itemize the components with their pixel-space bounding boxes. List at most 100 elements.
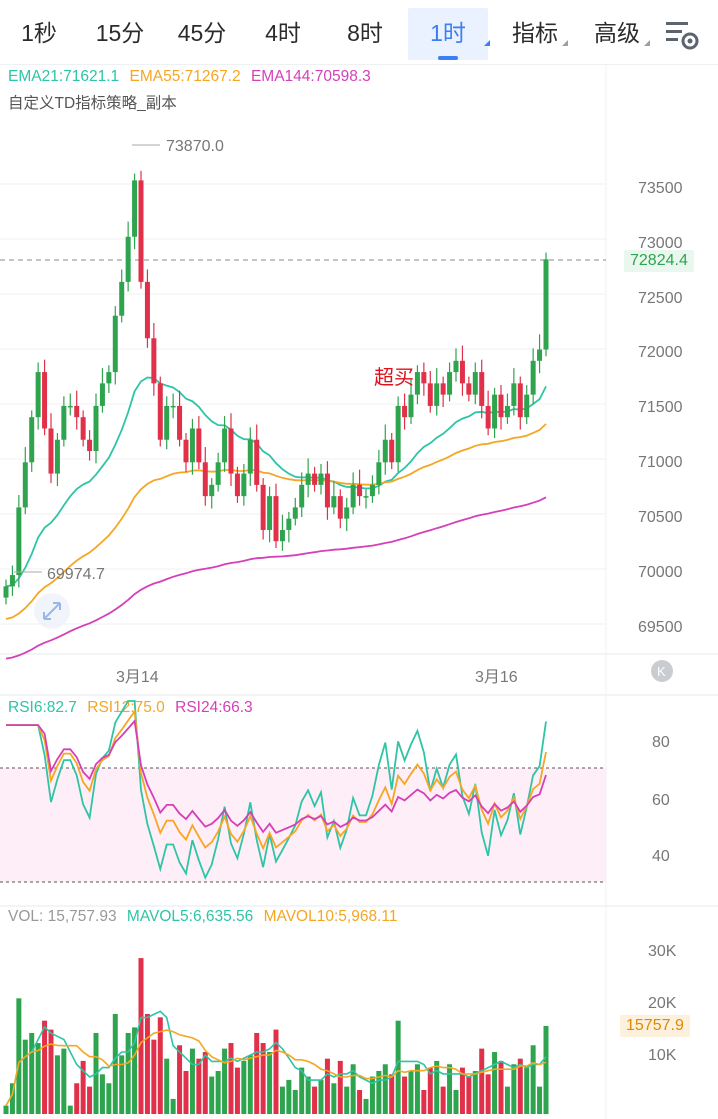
tab-label: 1秒 [21,20,57,46]
volume-bar [67,1105,73,1114]
volume-bar [48,1029,54,1114]
ema21-line [5,376,547,588]
tab-4h[interactable]: 4时 [252,8,314,60]
candle-body [279,529,285,542]
volume-bar [337,1060,343,1114]
price-tick: 69500 [638,619,683,636]
volume-bar [3,1105,9,1114]
candle-body [344,507,350,519]
ema21-legend: EMA21:71621.1 [8,68,120,85]
rsi-tick: 60 [652,792,670,809]
candle-body [440,383,446,395]
candle-body [99,383,105,406]
tab-label: 指标 [512,20,558,46]
price-tick: 70500 [638,509,683,526]
price-tick: 73500 [638,180,683,197]
candle-body [453,360,459,373]
grid [0,64,718,1119]
candle-body [80,417,86,440]
volume-bar [61,1048,67,1114]
volume-bar [260,1043,266,1114]
volume-bar [54,1055,60,1114]
dropdown-triangle-icon [644,40,650,46]
mavol10-legend: MAVOL10:5,968.11 [263,908,398,925]
rsi-tick: 80 [652,734,670,751]
tab-15m[interactable]: 15分 [84,8,156,60]
volume-bar [9,1083,15,1114]
volume-bar [537,1086,543,1114]
candle-body [498,394,504,418]
volume-bar [209,1076,215,1114]
candle-body [389,439,395,463]
back-to-latest-button[interactable]: K [651,660,673,682]
volume-bar [157,1017,163,1114]
volume-bar [427,1067,433,1114]
candle-body [151,338,157,384]
volume-bar [292,1089,298,1114]
ema-legend: EMA21:71621.1 EMA55:71267.2 EMA144:70598… [8,68,377,86]
volume-bar [125,1032,131,1114]
volume-bar [517,1058,523,1114]
tab-8h[interactable]: 8时 [334,8,396,60]
volume-bar [466,1076,472,1114]
volume-bar [408,1070,414,1114]
volume-bar [202,1051,208,1114]
candle-body [466,383,472,395]
candle-body [421,372,427,384]
volume-bar [273,1029,279,1114]
candle-body [3,586,9,598]
tab-label: 高级 [594,20,640,46]
candle-body [112,315,118,373]
candle-body [273,496,279,542]
tab-indicators[interactable]: 指标 [500,8,570,60]
current-volume-badge: 15757.9 [620,1015,690,1037]
volume-bar [196,1058,202,1114]
tab-advanced[interactable]: 高级 [582,8,652,60]
candle-body [177,405,183,440]
volume-bar [395,1020,401,1114]
price-tick: 70000 [638,564,683,581]
expand-button[interactable] [34,593,70,629]
volume-bar [434,1060,440,1114]
high-marker: 73870.0 [166,138,224,155]
candle-body [93,405,99,452]
candle-body [299,484,305,508]
tab-label: 15分 [95,20,145,46]
candle-body [74,405,80,418]
tab-1h[interactable]: 1时 [408,8,490,60]
candle-body [504,405,510,418]
volume-bar [511,1064,517,1114]
candles [3,170,549,605]
rsi12-line [6,709,547,851]
candle-body [67,405,73,408]
chart-settings-button[interactable] [660,14,702,54]
rsi6-legend: RSI6:82.7 [8,699,77,716]
candle-body [247,439,253,474]
candle-body [61,405,67,440]
tab-1s[interactable]: 1秒 [8,8,70,60]
candle-body [106,372,112,384]
volume-bar [42,1020,48,1114]
volume-bar [350,1064,356,1114]
candle-body [369,484,375,497]
low-marker: 69974.7 [47,566,105,583]
chart-canvas[interactable]: 73500 73000 72500 72000 71500 71000 7050… [0,64,718,1119]
rsi-lines [6,700,547,880]
volume-bar [189,1048,195,1114]
volume-bar [440,1086,446,1114]
volume-bar [331,1083,337,1114]
volume-bar [357,1089,363,1114]
vol-tick: 10K [648,1047,677,1064]
tab-label: 45分 [177,20,227,46]
volume-bar [382,1064,388,1114]
candle-body [363,496,369,498]
candle-body [164,405,170,440]
volume-bar [402,1076,408,1114]
tab-45m[interactable]: 45分 [166,8,238,60]
volume-bar [279,1086,285,1114]
candle-body [402,405,408,418]
volume-bar [99,1074,105,1114]
volume-bar [344,1086,350,1114]
volume-bar [524,1067,530,1114]
candle-body [517,383,523,418]
